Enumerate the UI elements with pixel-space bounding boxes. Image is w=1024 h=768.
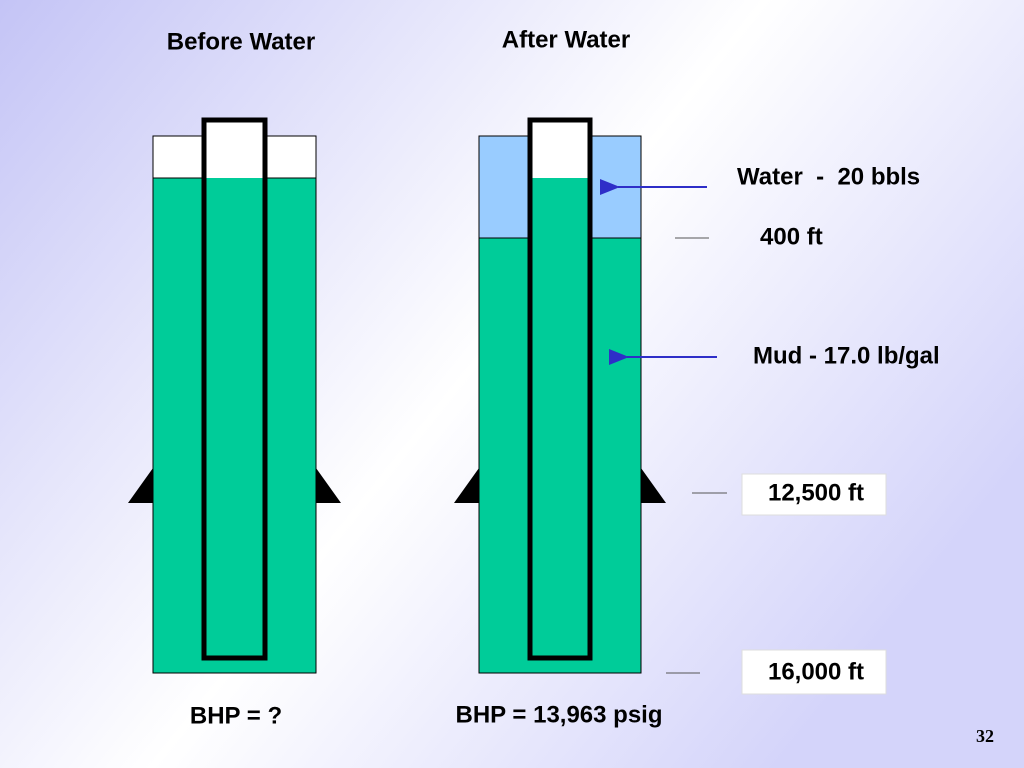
label-box: [741, 473, 887, 516]
well-after: [454, 117, 666, 674]
pipe-mud: [204, 178, 265, 658]
label: Mud - 17.0 lb/gal: [753, 342, 940, 369]
drill-pipe: [201, 117, 268, 661]
page-number: 32: [976, 726, 994, 746]
label: Water - 20 bbls: [737, 163, 920, 190]
pipe-top: [530, 120, 590, 178]
label: 12,500 ft: [768, 479, 864, 506]
pipe-mud: [530, 178, 590, 658]
result: BHP = 13,963 psig: [456, 701, 663, 728]
title: After Water: [502, 26, 630, 53]
label: 400 ft: [760, 223, 823, 250]
well-before: [128, 117, 341, 674]
pipe-top: [204, 120, 265, 178]
drill-pipe: [527, 117, 593, 661]
label-box: [741, 649, 887, 695]
shoe: [128, 468, 153, 503]
label: 16,000 ft: [768, 658, 864, 685]
shoe: [454, 468, 479, 503]
shoe: [316, 468, 341, 503]
title: Before Water: [167, 28, 315, 55]
shoe: [641, 468, 666, 503]
result: BHP = ?: [190, 702, 282, 729]
